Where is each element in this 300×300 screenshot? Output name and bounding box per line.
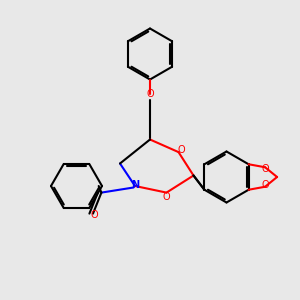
Text: O: O [262,164,269,174]
Text: O: O [262,180,269,190]
Text: O: O [146,89,154,100]
Text: O: O [178,145,185,155]
Text: O: O [162,192,170,202]
Text: N: N [131,179,139,190]
Text: O: O [91,210,98,220]
